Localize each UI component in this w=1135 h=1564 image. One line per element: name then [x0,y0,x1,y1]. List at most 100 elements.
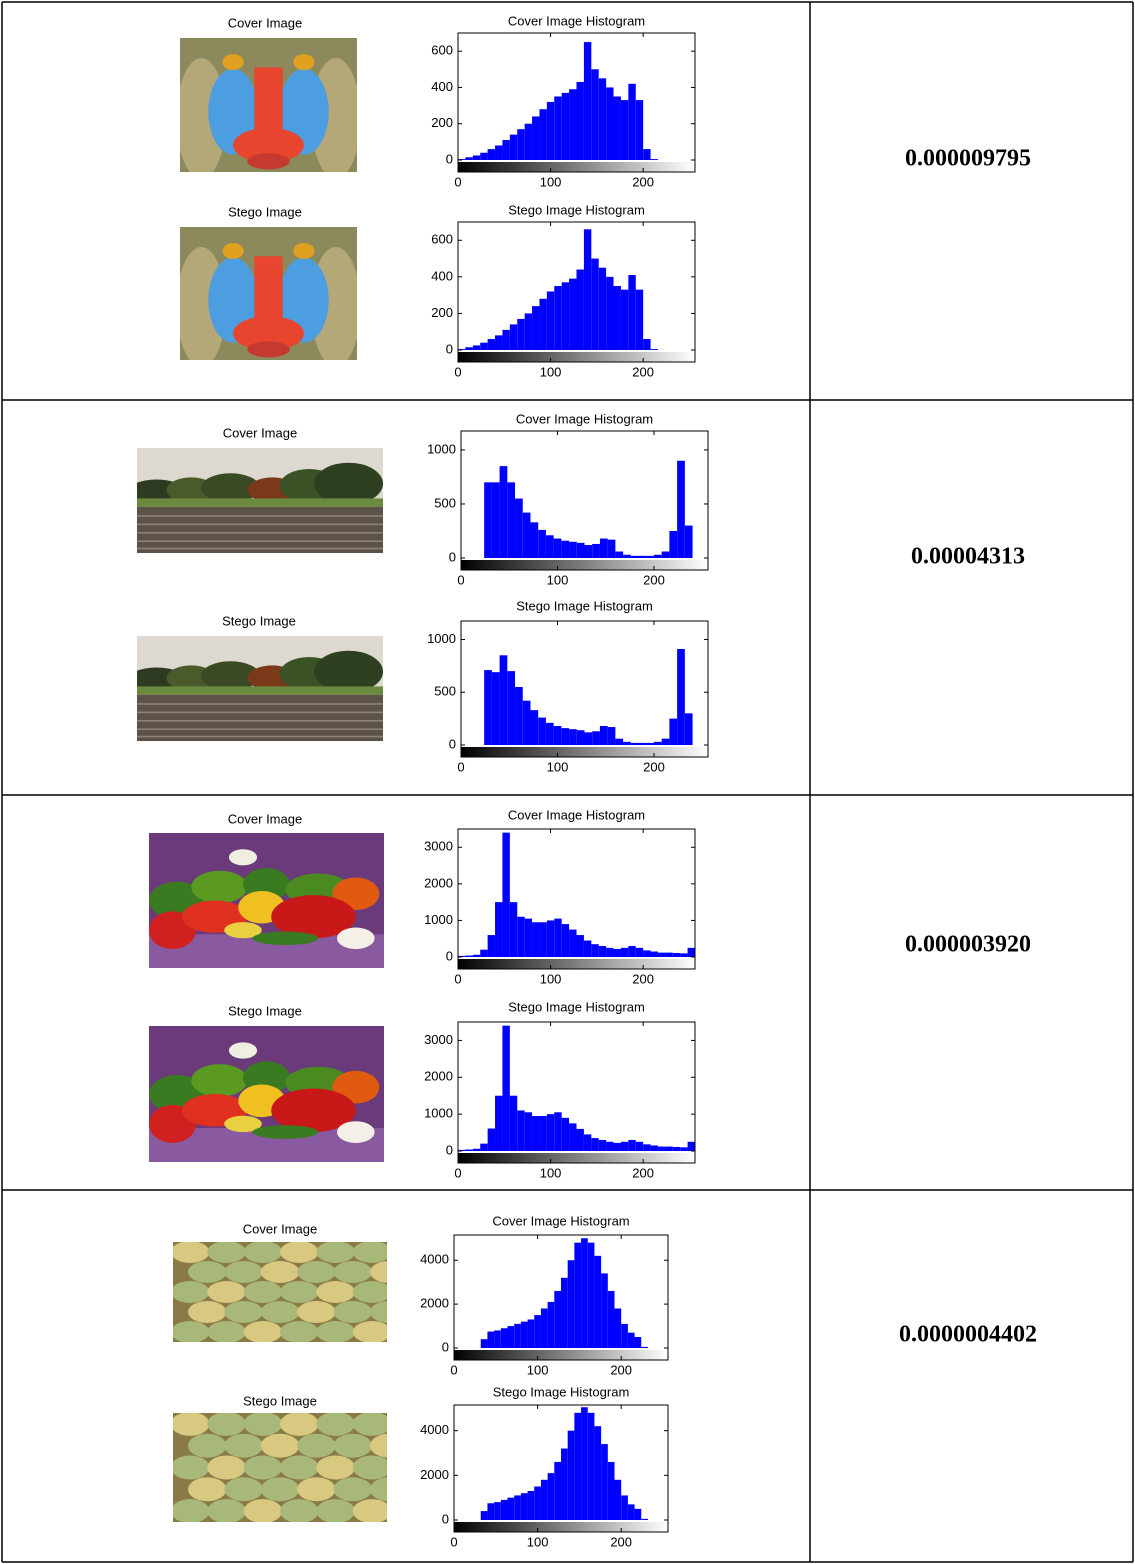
x-tick-label: 100 [527,1534,549,1549]
histogram-bar [650,159,658,160]
histogram-bar [509,324,518,350]
photo-shape [352,1413,387,1436]
histogram-bar [480,949,488,957]
photo-shape [187,1433,227,1458]
photo-shape [337,927,375,950]
histogram-bar [592,543,600,558]
histogram-title: Cover Image Histogram [516,411,653,426]
histogram-bar [576,730,585,745]
photo-shape [137,532,383,534]
histogram-bar [620,1141,629,1151]
photo-shape [137,694,383,741]
photo-shape [280,1499,319,1522]
photo-shape [243,1281,283,1303]
histogram-bar [527,1319,535,1348]
histogram-bar [546,291,555,350]
histogram-bar [606,276,614,350]
histogram-title: Stego Image Histogram [516,598,653,613]
image-label: Stego Image [228,204,302,219]
photo-shape [252,1125,319,1139]
x-tick-label: 0 [454,364,461,379]
photo-shape [243,1321,283,1342]
histogram-bar [569,89,577,160]
y-tick-label: 200 [431,115,453,130]
photo-shape [187,1261,227,1283]
histogram-bar [606,1141,614,1151]
histogram-bar [628,83,636,160]
histogram-bar [500,1499,508,1520]
photo-shape [224,1115,262,1133]
x-tick-label: 0 [457,572,464,587]
histogram-bar [491,672,500,745]
colorbar [461,747,708,757]
y-tick-label: 1000 [424,1106,453,1121]
histogram-bar [613,1142,621,1151]
histogram-bar [547,1301,555,1348]
photo-shape [280,1321,319,1342]
colorbar [458,162,695,172]
photo-shape [137,540,383,542]
axes-box [460,620,709,758]
histogram-bar [576,1128,584,1151]
histogram-bar [615,738,624,745]
histogram-bar [598,1139,607,1151]
axes-box [453,1404,669,1533]
histogram-bar [672,952,681,957]
histogram-bar [539,298,547,350]
histogram-bar [634,1337,642,1348]
histogram-bar [657,952,666,957]
histogram-bar [553,726,562,745]
photo-shape [228,1042,258,1059]
photo-shape [252,931,319,946]
histogram-bar [635,1141,644,1151]
photo-shape [314,650,383,693]
metric-value: 0.000009795 [905,146,1031,172]
histogram-bar [607,539,616,558]
photo-shape [352,1321,387,1342]
histogram-bar [520,1321,528,1348]
photo-shape [297,1261,336,1283]
histogram-bar [530,522,539,558]
histogram-bar [465,955,473,957]
histogram-bar [502,832,510,957]
photo-shape [280,1413,319,1436]
histogram-bar [613,948,621,957]
histogram-bar [650,1145,658,1151]
photo-shape [247,153,290,170]
histogram-bar [517,318,525,350]
photo-shape [173,1321,210,1342]
photo-shape [207,1281,246,1303]
histogram-bar [487,1331,495,1348]
axes-box [457,828,696,970]
histogram-bar [665,952,673,957]
histogram-bar [554,918,562,957]
photo-shape [224,1261,263,1283]
histogram-bar [517,916,525,957]
histogram-bar [507,1326,515,1348]
histogram-bar [509,902,518,957]
photo [137,636,383,741]
histogram-bar [500,1328,508,1348]
histogram-bar [623,554,631,558]
histogram-bar [576,269,584,350]
photo-shape [352,1499,387,1522]
histogram-bar [635,947,644,957]
y-tick-label: 200 [431,305,453,320]
photo [173,1242,387,1342]
histogram-bar [532,1115,540,1151]
histogram-bar [584,732,593,745]
photo [137,448,383,553]
image-label: Cover Image [228,15,302,30]
histogram-title: Cover Image Histogram [508,13,645,28]
axes-box [457,221,696,363]
photo-shape [137,703,383,705]
photo-shape [137,720,383,722]
histogram-bar [554,1461,561,1520]
histogram-bar [561,92,570,160]
photo-shape [173,1281,210,1303]
histogram-bar [487,1503,495,1520]
y-tick-label: 4000 [420,1252,449,1267]
histogram-bar [650,349,658,350]
x-tick-label: 0 [450,1362,457,1377]
photo-shape [187,1301,227,1323]
